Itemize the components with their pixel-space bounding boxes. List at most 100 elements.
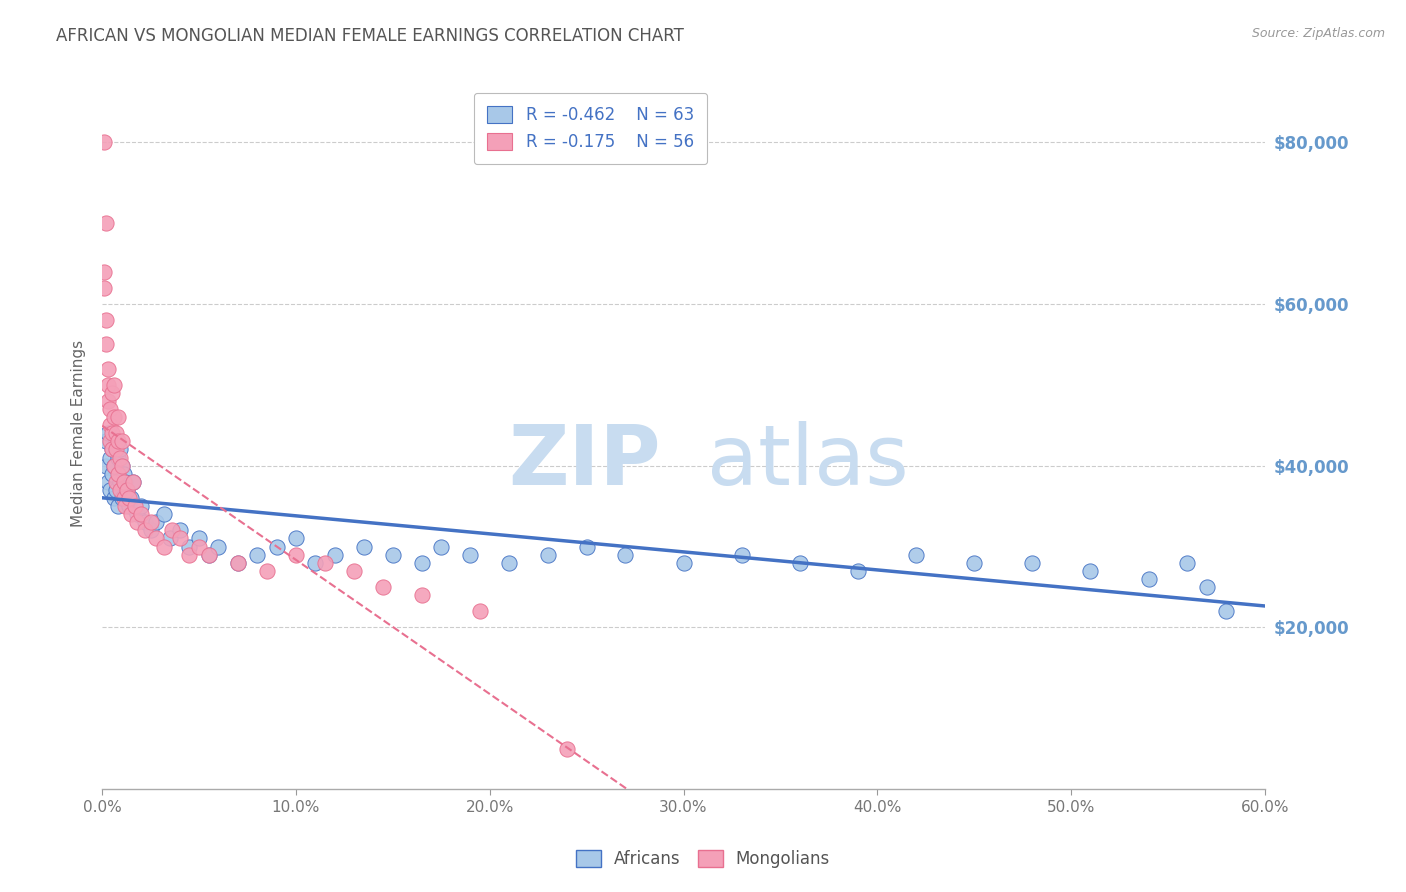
Point xyxy=(94,337,117,351)
Point xyxy=(139,524,162,538)
Point xyxy=(846,564,869,578)
Point xyxy=(188,540,211,554)
Point xyxy=(498,556,520,570)
Point xyxy=(1137,572,1160,586)
Point xyxy=(246,548,269,562)
Point xyxy=(108,483,131,497)
Text: ZIP: ZIP xyxy=(508,421,661,502)
Point xyxy=(110,458,132,473)
Point xyxy=(103,410,125,425)
Point xyxy=(110,434,132,449)
Point xyxy=(94,434,117,449)
Point xyxy=(188,532,211,546)
Point xyxy=(266,540,288,554)
Point xyxy=(411,588,433,602)
Point xyxy=(430,540,453,554)
Point xyxy=(129,507,152,521)
Point xyxy=(103,458,125,473)
Point xyxy=(108,475,131,489)
Point xyxy=(97,475,120,489)
Point xyxy=(110,491,132,505)
Point xyxy=(118,499,141,513)
Point xyxy=(179,548,201,562)
Point xyxy=(468,604,491,618)
Point xyxy=(129,499,152,513)
Point xyxy=(1215,604,1237,618)
Point xyxy=(285,548,308,562)
Point xyxy=(103,458,125,473)
Point xyxy=(93,135,115,149)
Point xyxy=(169,532,191,546)
Point xyxy=(118,491,141,505)
Point xyxy=(107,499,129,513)
Point xyxy=(101,442,124,457)
Point xyxy=(159,532,181,546)
Point xyxy=(93,281,115,295)
Point xyxy=(1195,580,1218,594)
Point xyxy=(98,434,121,449)
Point xyxy=(963,556,986,570)
Point xyxy=(104,426,127,441)
Point xyxy=(256,564,278,578)
Point xyxy=(731,548,754,562)
Point xyxy=(122,475,145,489)
Point xyxy=(411,556,433,570)
Point xyxy=(226,556,249,570)
Point xyxy=(104,434,127,449)
Legend: R = -0.462    N = 63, R = -0.175    N = 56: R = -0.462 N = 63, R = -0.175 N = 56 xyxy=(474,93,707,164)
Point xyxy=(207,540,229,554)
Point xyxy=(98,483,121,497)
Text: Source: ZipAtlas.com: Source: ZipAtlas.com xyxy=(1251,27,1385,40)
Point xyxy=(381,548,404,562)
Point xyxy=(117,483,139,497)
Point xyxy=(122,475,145,489)
Point xyxy=(145,515,167,529)
Point xyxy=(1080,564,1102,578)
Point xyxy=(98,402,121,417)
Point xyxy=(98,450,121,465)
Point xyxy=(905,548,928,562)
Legend: Africans, Mongolians: Africans, Mongolians xyxy=(569,843,837,875)
Point xyxy=(537,548,560,562)
Y-axis label: Median Female Earnings: Median Female Earnings xyxy=(72,340,86,527)
Point xyxy=(104,483,127,497)
Point xyxy=(112,475,135,489)
Point xyxy=(124,499,146,513)
Point xyxy=(285,532,308,546)
Point xyxy=(304,556,326,570)
Point xyxy=(94,313,117,327)
Point xyxy=(353,540,375,554)
Point xyxy=(127,515,149,529)
Point xyxy=(112,491,135,505)
Point xyxy=(179,540,201,554)
Point xyxy=(103,377,125,392)
Point xyxy=(120,507,142,521)
Point xyxy=(114,499,136,513)
Point xyxy=(323,548,346,562)
Point xyxy=(120,491,142,505)
Point xyxy=(460,548,482,562)
Point xyxy=(789,556,811,570)
Text: AFRICAN VS MONGOLIAN MEDIAN FEMALE EARNINGS CORRELATION CHART: AFRICAN VS MONGOLIAN MEDIAN FEMALE EARNI… xyxy=(56,27,685,45)
Point xyxy=(197,548,219,562)
Point xyxy=(555,741,578,756)
Point xyxy=(672,556,695,570)
Point xyxy=(1175,556,1198,570)
Point xyxy=(104,475,127,489)
Point xyxy=(153,507,176,521)
Point xyxy=(97,377,120,392)
Point xyxy=(97,426,120,441)
Point xyxy=(373,580,395,594)
Point xyxy=(101,426,124,441)
Point xyxy=(107,450,129,465)
Point xyxy=(134,524,156,538)
Point xyxy=(101,467,124,481)
Point xyxy=(101,385,124,400)
Point xyxy=(117,483,139,497)
Point xyxy=(153,540,176,554)
Point xyxy=(94,216,117,230)
Point xyxy=(127,507,149,521)
Point xyxy=(107,410,129,425)
Point xyxy=(114,475,136,489)
Point xyxy=(169,524,191,538)
